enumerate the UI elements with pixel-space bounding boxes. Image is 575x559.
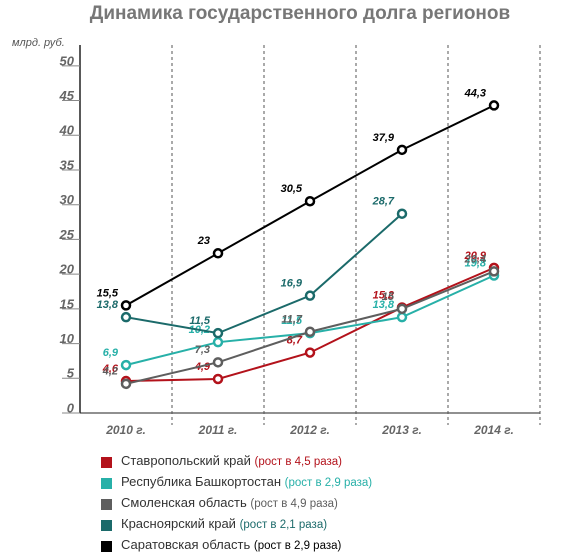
data-label: 4,2 <box>102 366 118 378</box>
data-label: 20,4 <box>464 253 486 265</box>
y-tick-label: 15 <box>60 296 75 311</box>
data-label: 30,5 <box>281 183 303 195</box>
data-point <box>396 144 408 156</box>
data-point <box>212 357 224 368</box>
data-label: 19,8 <box>465 257 487 269</box>
data-point <box>120 300 132 311</box>
data-point <box>304 326 316 338</box>
data-label: 13,8 <box>373 299 395 311</box>
x-tick-label: 2014 г. <box>473 423 514 437</box>
legend-name: Республика Башкортостан <box>121 474 281 489</box>
legend-swatch <box>101 499 112 510</box>
legend-entry: Саратовская область (рост в 2,9 раза) <box>121 537 342 552</box>
data-point <box>396 303 408 315</box>
y-tick-label: 45 <box>59 88 75 103</box>
y-tick-label: 35 <box>60 157 75 172</box>
legend-swatch <box>101 457 112 468</box>
series-line <box>125 212 403 335</box>
data-label: 37,9 <box>373 132 395 144</box>
data-label: 23 <box>197 235 210 247</box>
data-point <box>212 248 224 259</box>
legend-name: Саратовская область <box>121 537 250 552</box>
data-label: 15,5 <box>97 287 119 299</box>
data-label: 11,5 <box>189 315 210 327</box>
data-point <box>304 195 316 207</box>
data-point <box>212 336 224 348</box>
legend-swatch <box>101 520 112 531</box>
y-tick-label: 5 <box>67 366 75 381</box>
data-point <box>212 373 224 385</box>
x-tick-label: 2010 г. <box>105 423 146 437</box>
legend-name: Ставропольский край <box>121 453 251 468</box>
data-label: 20,9 <box>464 250 487 262</box>
data-point <box>396 311 408 323</box>
legend-swatch <box>101 541 112 552</box>
data-point <box>304 347 316 358</box>
data-label: 7,3 <box>195 344 210 356</box>
data-point <box>396 208 408 219</box>
data-label: 4,6 <box>102 363 119 375</box>
x-tick-label: 2012 г. <box>289 423 330 437</box>
data-point <box>120 378 132 390</box>
data-point <box>488 100 500 111</box>
data-label: 15,2 <box>373 289 394 301</box>
x-tick-label: 2011 г. <box>198 423 238 437</box>
legend-entry: Республика Башкортостан (рост в 2,9 раза… <box>121 474 372 489</box>
data-point <box>120 311 132 323</box>
data-point <box>488 266 500 277</box>
y-tick-label: 50 <box>60 53 75 68</box>
data-label: 11,5 <box>281 315 302 327</box>
y-unit: млрд. руб. <box>12 37 65 49</box>
legend-swatch <box>101 478 112 489</box>
series-line <box>125 266 495 383</box>
legend-note: (рост в 2,1 раза) <box>240 519 328 531</box>
legend-note: (рост в 4,9 раза) <box>250 498 338 510</box>
chart-title: Динамика государственного долга регионов <box>90 3 510 24</box>
data-point <box>120 359 132 371</box>
y-tick-label: 30 <box>60 192 75 207</box>
data-label: 11,7 <box>281 314 302 326</box>
data-point <box>304 290 316 301</box>
legend-name: Красноярский край <box>121 516 236 531</box>
legend-note: (рост в 2,9 раза) <box>285 477 373 489</box>
legend-note: (рост в 2,9 раза) <box>254 540 342 552</box>
y-tick-label: 10 <box>60 331 75 346</box>
x-tick-label: 2013 г. <box>381 423 422 437</box>
y-tick-label: 0 <box>67 400 75 415</box>
data-label: 13,8 <box>97 299 119 311</box>
data-label: 44,3 <box>464 87 486 99</box>
data-point <box>212 327 224 339</box>
y-tick-label: 25 <box>59 227 75 242</box>
legend-entry: Ставропольский край (рост в 4,5 раза) <box>121 453 342 468</box>
data-label: 28,7 <box>372 196 395 208</box>
y-tick-label: 20 <box>59 262 75 277</box>
y-tick-label: 40 <box>59 123 75 138</box>
data-label: 16,9 <box>281 278 303 290</box>
legend-note: (рост в 4,5 раза) <box>255 456 343 468</box>
legend-entry: Смоленская область (рост в 4,9 раза) <box>121 495 338 510</box>
legend-entry: Красноярский край (рост в 2,1 раза) <box>121 516 327 531</box>
data-label: 15 <box>382 291 395 303</box>
data-label: 6,9 <box>103 347 119 359</box>
legend-name: Смоленская область <box>121 495 247 510</box>
